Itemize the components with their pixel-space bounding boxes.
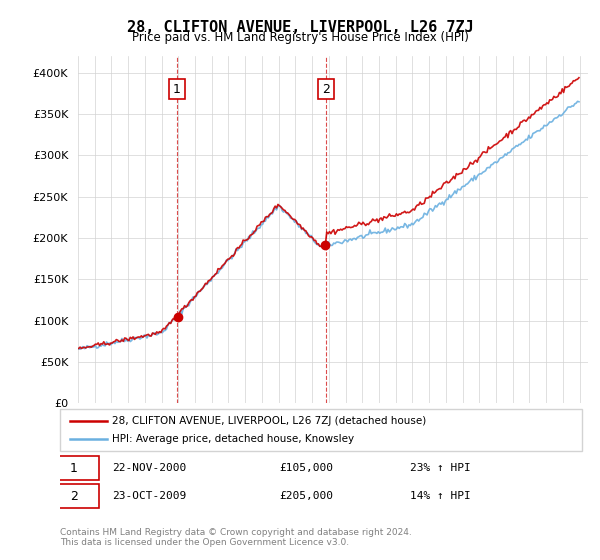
Text: Contains HM Land Registry data © Crown copyright and database right 2024.
This d: Contains HM Land Registry data © Crown c… bbox=[60, 528, 412, 547]
Text: HPI: Average price, detached house, Knowsley: HPI: Average price, detached house, Know… bbox=[112, 434, 355, 444]
Text: 1: 1 bbox=[70, 461, 78, 475]
Text: 23% ↑ HPI: 23% ↑ HPI bbox=[410, 463, 470, 473]
Text: 1: 1 bbox=[173, 82, 181, 96]
FancyBboxPatch shape bbox=[60, 409, 582, 451]
FancyBboxPatch shape bbox=[50, 484, 99, 508]
Text: £105,000: £105,000 bbox=[279, 463, 333, 473]
Text: 2: 2 bbox=[70, 489, 78, 503]
Text: 23-OCT-2009: 23-OCT-2009 bbox=[112, 491, 187, 501]
Text: 28, CLIFTON AVENUE, LIVERPOOL, L26 7ZJ (detached house): 28, CLIFTON AVENUE, LIVERPOOL, L26 7ZJ (… bbox=[112, 416, 427, 426]
Text: 14% ↑ HPI: 14% ↑ HPI bbox=[410, 491, 470, 501]
Text: 2: 2 bbox=[322, 82, 330, 96]
Text: 22-NOV-2000: 22-NOV-2000 bbox=[112, 463, 187, 473]
Text: Price paid vs. HM Land Registry's House Price Index (HPI): Price paid vs. HM Land Registry's House … bbox=[131, 31, 469, 44]
Text: £205,000: £205,000 bbox=[279, 491, 333, 501]
FancyBboxPatch shape bbox=[50, 456, 99, 480]
Text: 28, CLIFTON AVENUE, LIVERPOOL, L26 7ZJ: 28, CLIFTON AVENUE, LIVERPOOL, L26 7ZJ bbox=[127, 20, 473, 35]
